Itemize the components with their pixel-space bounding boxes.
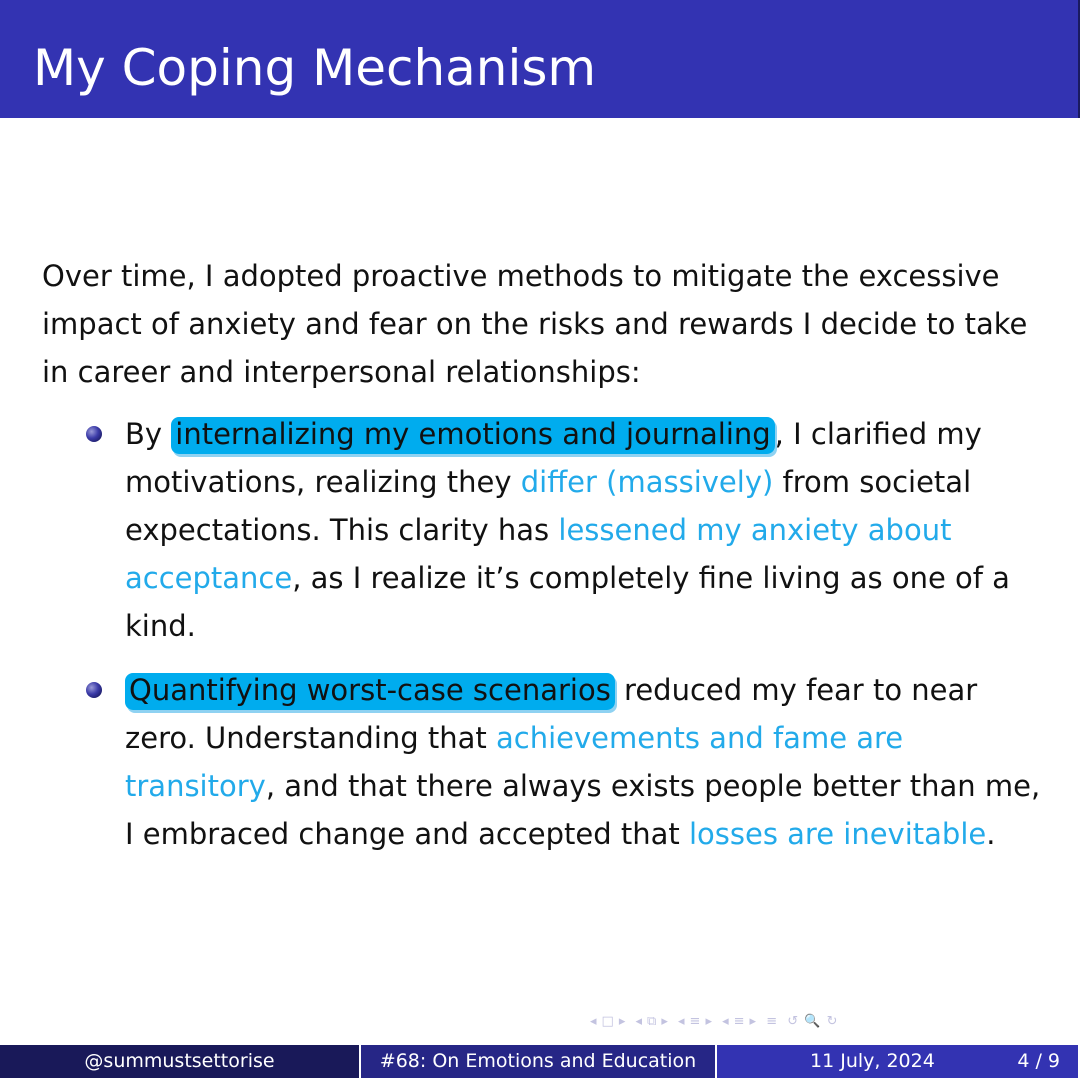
accent-phrase: losses are inevitable — [688, 817, 987, 851]
highlighted-phrase: internalizing my emotions and journaling — [171, 417, 775, 454]
slide-title: My Coping Mechanism — [33, 39, 597, 97]
beamer-navigation: ◂ □ ▸ ◂ ⧉ ▸ ◂ ≡ ▸ ◂ ≡ ▸ ≡ ↺ 🔍 ↻ — [590, 1014, 843, 1029]
bullet-list: By internalizing my emotions and journal… — [42, 410, 1052, 858]
nav-search-icon[interactable]: ↺ 🔍 ↻ — [787, 1014, 839, 1029]
bullet-text: reduced my fear to near zero. Understand… — [125, 673, 978, 755]
bullet-ball-icon — [86, 426, 102, 442]
nav-next-sub-icon[interactable]: ▸ — [705, 1014, 713, 1029]
bullet-item: By internalizing my emotions and journal… — [42, 410, 1052, 650]
nav-next-slide-icon[interactable]: ▸ — [618, 1014, 627, 1029]
accent-phrase: lessened my anxiety about acceptance — [125, 513, 952, 595]
intro-paragraph: Over time, I adopted proactive methods t… — [42, 259, 1028, 389]
bullet-text: , I clarified my motivations, realizing … — [125, 417, 982, 499]
bullet-text: from societal expectations. This clarity… — [125, 465, 972, 547]
footer-right: 11 July, 2024 4 / 9 — [717, 1045, 1078, 1078]
nav-section-icon[interactable]: ≡ — [689, 1014, 702, 1029]
bullet-text: , and that there always exists people be… — [125, 769, 1041, 851]
slide-content: Over time, I adopted proactive methods t… — [42, 252, 1052, 874]
nav-next-section-icon[interactable]: ▸ — [661, 1014, 669, 1029]
nav-subsection-icon[interactable]: ⧉ — [647, 1014, 658, 1029]
slide-title-bar: My Coping Mechanism — [0, 0, 1080, 118]
nav-prev-slide-icon[interactable]: ◂ — [590, 1014, 598, 1029]
footer-page-number: 4 / 9 — [1017, 1050, 1060, 1072]
nav-prev-section-icon[interactable]: ◂ — [635, 1014, 644, 1029]
nav-menu-icon[interactable]: ≡ — [766, 1014, 779, 1029]
bullet-ball-icon — [86, 682, 102, 698]
bullet-text: By — [125, 417, 172, 451]
bullet-text: , as I realize it’s completely fine livi… — [125, 561, 1010, 643]
accent-phrase: achievements and fame are transitory — [125, 721, 904, 803]
bullet-text: . — [986, 817, 996, 851]
bullet-item: Quantifying worst-case scenarios reduced… — [42, 666, 1052, 858]
nav-prev-sec2-icon[interactable]: ◂ — [722, 1014, 730, 1029]
nav-prev-sub-icon[interactable]: ◂ — [678, 1014, 686, 1029]
nav-section2-icon[interactable]: ≡ — [733, 1014, 746, 1029]
highlighted-phrase: Quantifying worst-case scenarios — [125, 673, 615, 710]
footer-date: 11 July, 2024 — [810, 1050, 935, 1072]
footer-author: @summustsettorise — [0, 1045, 359, 1078]
nav-frame-icon[interactable]: □ — [601, 1014, 615, 1029]
accent-phrase: differ (massively) — [520, 465, 774, 499]
footer-episode: #68: On Emotions and Education — [359, 1045, 717, 1078]
nav-next-sec2-icon[interactable]: ▸ — [749, 1014, 758, 1029]
footer-bar: @summustsettorise #68: On Emotions and E… — [0, 1045, 1078, 1078]
